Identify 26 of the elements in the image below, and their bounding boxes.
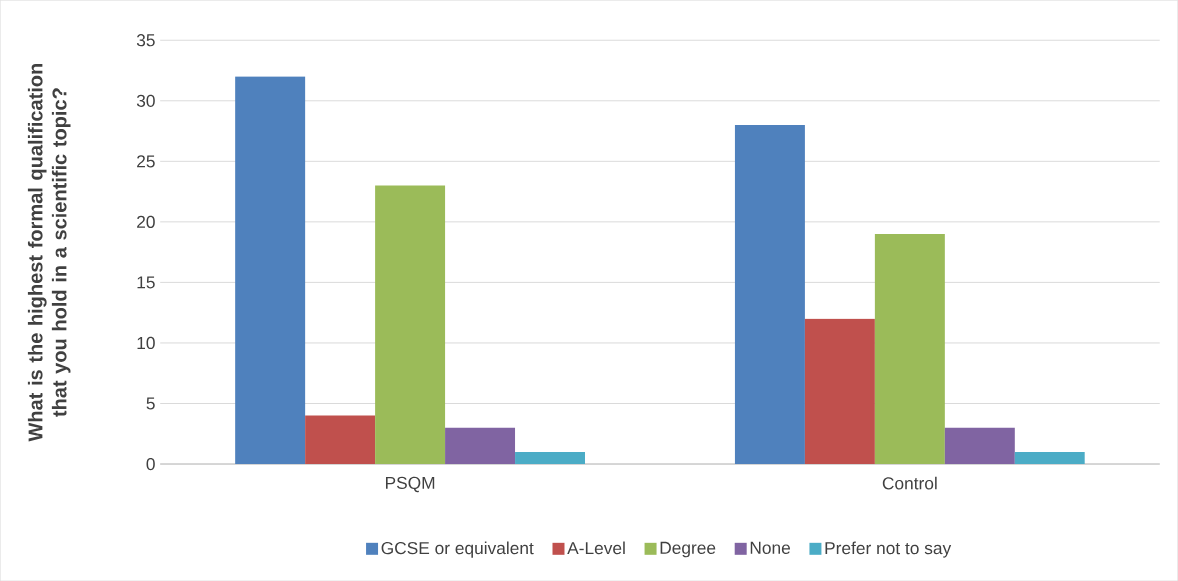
legend-label: None bbox=[750, 541, 790, 554]
bar bbox=[874, 233, 945, 464]
bar bbox=[804, 318, 875, 464]
x-tick-label: Control bbox=[882, 476, 937, 490]
legend-label: Prefer not to say bbox=[825, 541, 952, 558]
legend-label: Degree bbox=[660, 541, 716, 558]
legend-label: GCSE or equivalent bbox=[381, 541, 534, 558]
bar bbox=[235, 76, 306, 464]
y-tick-label: 5 bbox=[146, 397, 155, 410]
bar bbox=[445, 427, 516, 464]
legend-label: A-Level bbox=[567, 541, 625, 555]
bar bbox=[734, 124, 805, 464]
y-tick-label: 35 bbox=[136, 33, 155, 47]
y-tick-label: 10 bbox=[137, 336, 155, 349]
bar bbox=[1014, 451, 1085, 464]
bar bbox=[305, 415, 376, 464]
y-tick-label: 0 bbox=[146, 457, 155, 471]
x-tick-label: PSQM bbox=[386, 476, 435, 493]
bar bbox=[515, 451, 585, 464]
bar bbox=[944, 427, 1015, 464]
y-tick-label: 25 bbox=[137, 155, 155, 168]
y-tick-label: 30 bbox=[136, 94, 155, 107]
bar bbox=[375, 185, 446, 464]
y-axis-title: What is the highest formal qualification that you hold in a scientific topic? bbox=[27, 63, 71, 442]
y-tick-label: 20 bbox=[137, 215, 155, 228]
y-tick-label: 15 bbox=[137, 276, 155, 289]
